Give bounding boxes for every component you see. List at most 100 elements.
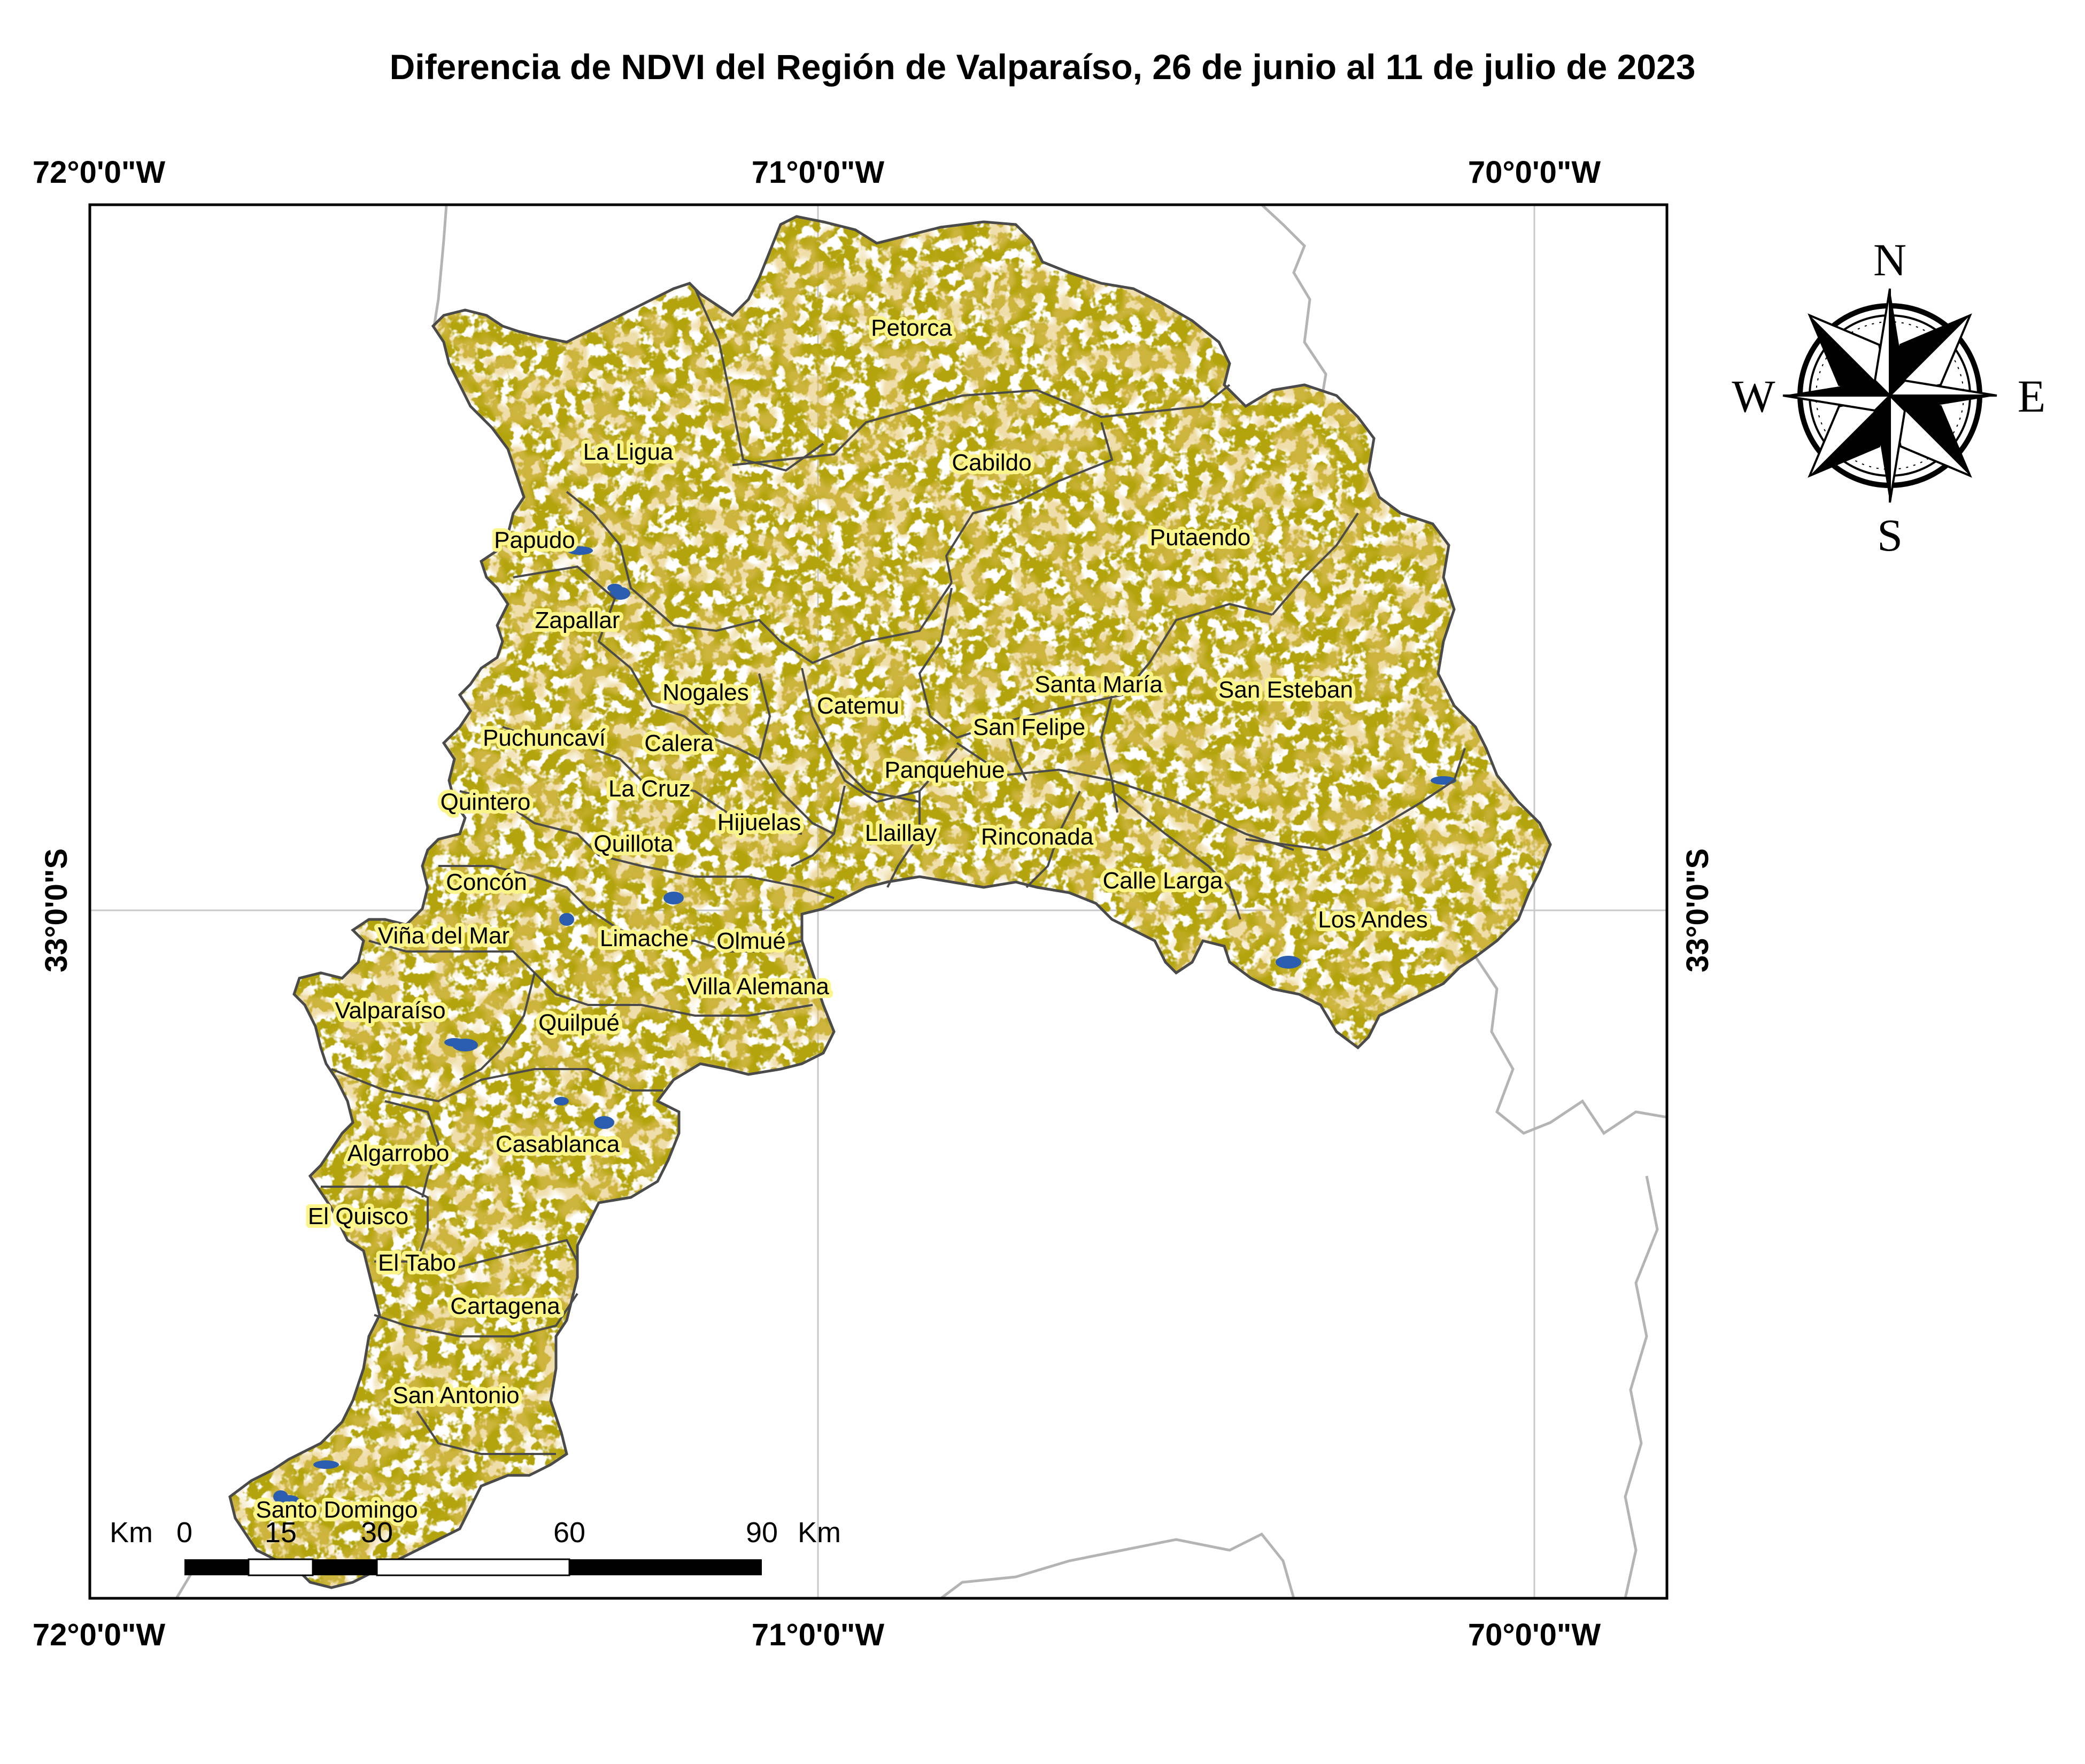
scale-unit-right: Km <box>798 1517 841 1549</box>
boundary-nogales-hijuelas <box>758 673 835 835</box>
commune-label-llaillay: Llaillay <box>865 820 937 846</box>
commune-label-villa-alemana: Villa Alemana <box>687 973 829 1000</box>
compass-east-label: E <box>2018 370 2046 422</box>
map-title: Diferencia de NDVI del Región de Valpara… <box>390 47 1696 87</box>
commune-label-cartagena: Cartagena <box>450 1293 560 1319</box>
commune-label-valparaiso: Valparaíso <box>335 997 445 1024</box>
boundary-limache-olmue <box>587 908 802 953</box>
compass-rose: N S E W <box>1732 234 2045 561</box>
scale-bar: Km 0 15 30 60 90 Km <box>110 1517 841 1576</box>
commune-label-papudo: Papudo <box>494 527 575 553</box>
scale-tick-label-15: 15 <box>265 1517 297 1549</box>
boundary-argentina-north <box>1261 205 1327 407</box>
boundary-eltabo-cartagena <box>374 1239 578 1274</box>
water-body <box>610 587 630 600</box>
commune-label-san-felipe: San Felipe <box>973 714 1085 740</box>
water-body <box>1377 920 1392 929</box>
water-body <box>663 892 684 904</box>
commune-label-el-quisco: El Quisco <box>308 1203 408 1229</box>
boundary-metropolitana <box>1474 956 1667 1135</box>
water-body <box>452 1039 478 1051</box>
water-body <box>559 913 574 926</box>
boundary-cartagena-sanantonio <box>374 1293 578 1337</box>
boundary-catemu-llaillay <box>833 758 920 803</box>
boundary-nogales-calera <box>630 668 760 760</box>
commune-labels: Petorca La Ligua Cabildo Papudo Putaendo Zapa… <box>252 311 1431 1527</box>
label-33s-left: 33°0'0"S <box>39 848 74 972</box>
label-33s-right: 33°0'0"S <box>1680 848 1715 972</box>
label-71w-bottom: 71°0'0"W <box>752 1618 885 1652</box>
scale-unit-left: Km <box>110 1517 153 1549</box>
scale-segment-2 <box>248 1558 314 1576</box>
commune-label-quilpue: Quilpué <box>538 1010 620 1036</box>
commune-label-concon: Concón <box>446 869 527 895</box>
label-72w-top: 72°0'0"W <box>33 155 166 190</box>
label-70w-bottom: 70°0'0"W <box>1468 1618 1601 1652</box>
water-body <box>313 1460 339 1469</box>
boundary-laligua-zapallar <box>566 491 782 643</box>
boundary-sanfelipe-panquehue <box>1004 721 1028 781</box>
boundary-puchuncavi-calera <box>502 726 802 835</box>
boundary-argentina-south <box>1624 1175 1659 1598</box>
label-72w-bottom: 72°0'0"W <box>33 1618 166 1652</box>
commune-label-quillota: Quillota <box>593 831 674 857</box>
boundary-santamaria-sanesteban <box>1100 694 1118 813</box>
commune-boundaries <box>321 288 1466 1455</box>
water-body <box>567 546 593 555</box>
boundary-cabildo-catemu <box>779 582 953 664</box>
boundary-vina-villa-alemana <box>368 940 813 1017</box>
commune-label-el-tabo: El Tabo <box>378 1250 456 1276</box>
scale-segment-4 <box>376 1558 570 1576</box>
water-body <box>1276 956 1301 969</box>
boundary-putaendo-south <box>918 587 1273 739</box>
commune-label-puchuncavi: Puchuncaví <box>483 725 606 751</box>
commune-label-olmue: Olmué <box>716 928 786 954</box>
boundary-algarrobo <box>384 1100 440 1198</box>
commune-label-calera: Calera <box>644 730 714 756</box>
compass-north-label: N <box>1873 234 1906 285</box>
region-outline <box>228 215 1552 1589</box>
commune-label-santo-domingo: Santo Domingo <box>256 1497 418 1523</box>
commune-label-quintero: Quintero <box>441 789 531 815</box>
boundary-sanesteban-losandes <box>1245 748 1466 852</box>
scale-tick-label-0: 0 <box>176 1517 192 1549</box>
boundary-ohiggins <box>940 1532 1295 1598</box>
compass-west-label: W <box>1732 370 1775 422</box>
commune-label-santa-maria: Santa María <box>1034 671 1163 698</box>
commune-label-rinconada: Rinconada <box>981 824 1094 850</box>
label-71w-top: 71°0'0"W <box>752 155 885 190</box>
commune-label-algarrobo: Algarrobo <box>348 1140 450 1166</box>
water-body <box>594 1116 614 1129</box>
commune-label-catemu: Catemu <box>817 693 899 719</box>
scale-tick-label-60: 60 <box>553 1517 585 1549</box>
commune-label-los-andes: Los Andes <box>1318 907 1428 933</box>
boundary-rinconada-calle-larga <box>1025 791 1081 888</box>
map-frame-border <box>88 203 1669 1600</box>
commune-label-putaendo: Putaendo <box>1150 524 1250 551</box>
commune-label-cabildo: Cabildo <box>952 450 1031 476</box>
commune-label-limache: Limache <box>600 925 689 951</box>
graticule-labels: 72°0'0"W 71°0'0"W 70°0'0"W 72°0'0"W 71°0… <box>33 155 1715 1652</box>
commune-label-petorca: Petorca <box>871 315 952 341</box>
boundary-putaendo-sanesteban <box>1271 512 1359 616</box>
water-body <box>554 1097 569 1105</box>
label-70w-top: 70°0'0"W <box>1468 155 1601 190</box>
boundary-sanfelipe-south <box>956 742 1294 851</box>
boundary-hijuelas-llaillay <box>791 785 846 867</box>
boundary-valparaiso-casablanca <box>331 1068 663 1103</box>
boundary-concon <box>438 865 589 910</box>
commune-label-la-cruz: La Cruz <box>608 776 691 802</box>
water-body <box>279 1495 299 1504</box>
boundary-papudo-zapallar <box>513 565 632 669</box>
commune-label-casablanca: Casablanca <box>496 1131 620 1157</box>
commune-label-hijuelas: Hijuelas <box>717 809 801 835</box>
scale-segment-5 <box>569 1559 762 1575</box>
commune-label-la-ligua: La Ligua <box>583 439 674 465</box>
commune-label-panquehue: Panquehue <box>884 757 1005 783</box>
commune-label-san-esteban: San Esteban <box>1218 677 1353 703</box>
commune-label-zapallar: Zapallar <box>535 607 620 633</box>
boundary-elquisco <box>321 1186 429 1262</box>
boundary-petorca-laligua <box>694 288 824 472</box>
